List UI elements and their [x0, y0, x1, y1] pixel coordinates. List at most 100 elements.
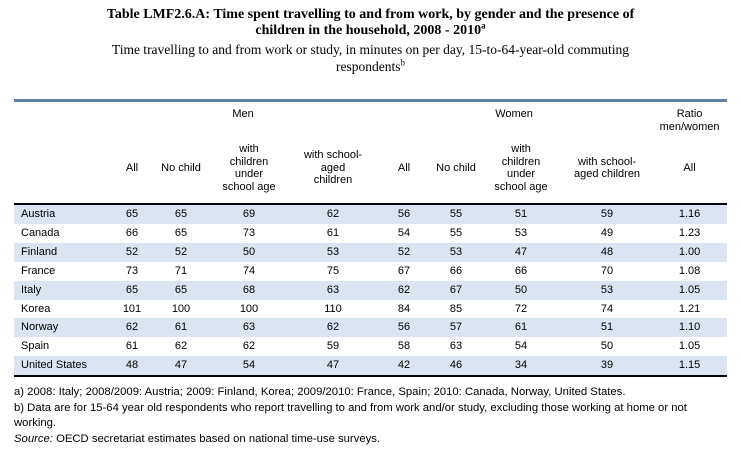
value-cell: 56 [397, 208, 411, 220]
value-cell: 1.23 [678, 226, 701, 239]
table-subtitle-line2: respondents [336, 59, 401, 74]
country-cell: Canada [21, 226, 60, 239]
table-title: Table LMF2.6.A: Time spent travelling to… [0, 0, 741, 39]
value-cell: 70 [600, 264, 614, 277]
country-cell: United States [14, 356, 110, 378]
value-cell: 52 [125, 245, 139, 258]
group-header-row: Men Women Ratio men/women [14, 101, 727, 134]
value-cell: 53 [600, 283, 614, 296]
value-cell: 66 [125, 226, 139, 239]
country-cell: Spain [21, 340, 50, 353]
value-cell: 66 [449, 264, 463, 277]
col-header-men-children-under-school-age: with children under school age [208, 133, 290, 205]
country-cell: France [21, 264, 56, 277]
value-cell: 71 [174, 264, 188, 277]
value-cell: 100 [239, 302, 259, 315]
value-cell: 1.15 [652, 356, 728, 378]
col-header-women-school-aged-children: with school-aged children [562, 133, 653, 205]
country-cell: Korea [21, 302, 51, 315]
value-cell: 39 [562, 356, 653, 378]
value-cell: 51 [514, 208, 528, 220]
table-row-italy: Italy 65 65 68 63 62 67 50 53 1.05 [14, 280, 728, 300]
country-cell: Austria [21, 208, 56, 220]
value-cell: 47 [514, 245, 528, 258]
value-cell: 34 [480, 356, 563, 378]
value-cell: 51 [600, 321, 614, 334]
value-cell: 65 [174, 226, 188, 239]
value-cell: 1.21 [678, 302, 701, 315]
value-cell: 65 [174, 283, 188, 296]
footnote-ref-a: a [481, 20, 486, 31]
value-cell: 84 [397, 302, 411, 315]
value-cell: 1.05 [678, 283, 701, 296]
value-cell: 1.08 [678, 264, 701, 277]
value-cell: 47 [154, 356, 208, 378]
col-header-men-no-child: No child [154, 133, 208, 205]
value-cell: 53 [514, 226, 528, 239]
group-header-men: Men [232, 108, 254, 120]
table-subtitle-line1: Time travelling to and from work or stud… [111, 42, 630, 57]
value-cell: 42 [376, 356, 433, 378]
value-cell: 75 [326, 264, 340, 277]
column-header-row: All No child with children under school … [14, 133, 728, 205]
table-row-united-states: United States 48 47 54 47 42 46 34 39 1.… [14, 356, 728, 378]
country-cell: Norway [21, 321, 59, 334]
value-cell: 47 [290, 356, 377, 378]
table-row-norway: Norway 62 61 63 62 56 57 61 51 1.10 [14, 318, 728, 338]
value-cell: 52 [397, 245, 411, 258]
footnote-ref-b: b [400, 57, 406, 68]
value-cell: 100 [171, 302, 191, 315]
table-row-canada: Canada 66 65 73 61 54 55 53 49 1.23 [14, 224, 727, 243]
data-table-container: Men Women Ratio men/women All No child w… [14, 99, 728, 378]
value-cell: 62 [174, 340, 188, 353]
value-cell: 1.05 [678, 340, 701, 353]
value-cell: 48 [110, 356, 154, 378]
country-cell: Finland [21, 245, 58, 258]
value-cell: 74 [600, 302, 614, 315]
value-cell: 85 [449, 302, 463, 315]
value-cell: 65 [125, 283, 139, 296]
footnotes: a) 2008: Italy; 2008/2009: Austria; 2009… [14, 385, 727, 447]
value-cell: 68 [242, 283, 256, 296]
data-table: Men Women Ratio men/women All No child w… [14, 99, 728, 378]
value-cell: 50 [242, 245, 256, 258]
value-cell: 53 [326, 245, 340, 258]
table-title-line1: Table LMF2.6.A: Time spent travelling to… [106, 7, 635, 22]
value-cell: 110 [324, 302, 342, 315]
value-cell: 69 [242, 208, 256, 220]
value-cell: 101 [122, 302, 142, 315]
table-subtitle: Time travelling to and from work or stud… [0, 41, 741, 75]
corner-cell [14, 133, 110, 205]
value-cell: 61 [125, 340, 139, 353]
source-note: Source: OECD secretariat estimates based… [14, 432, 727, 448]
value-cell: 54 [397, 226, 411, 239]
group-header-women: Women [495, 108, 533, 120]
col-header-men-school-aged-children: with school-aged children [290, 133, 377, 205]
value-cell: 61 [326, 226, 340, 239]
value-cell: 53 [449, 245, 463, 258]
value-cell: 1.10 [678, 321, 701, 334]
value-cell: 62 [326, 321, 340, 334]
value-cell: 62 [242, 340, 256, 353]
table-row-spain: Spain 61 62 62 59 58 63 54 50 1.05 [14, 337, 727, 356]
value-cell: 58 [397, 340, 411, 353]
table-row-austria: Austria 65 65 69 62 56 55 51 59 1.16 [14, 204, 728, 224]
value-cell: 66 [514, 264, 528, 277]
value-cell: 65 [174, 208, 188, 220]
col-header-women-children-under-school-age: with children under school age [480, 133, 563, 205]
value-cell: 52 [174, 245, 188, 258]
value-cell: 1.16 [678, 208, 701, 220]
footnote-a: a) 2008: Italy; 2008/2009: Austria; 2009… [14, 386, 626, 399]
value-cell: 55 [449, 226, 463, 239]
value-cell: 50 [514, 283, 528, 296]
table-row-korea: Korea 101 100 100 110 84 85 72 74 1.21 [14, 300, 727, 319]
corner-cell [14, 101, 110, 134]
value-cell: 46 [432, 356, 481, 378]
value-cell: 65 [125, 208, 139, 220]
value-cell: 63 [242, 321, 256, 334]
col-header-ratio-all: All [652, 133, 728, 205]
value-cell: 72 [514, 302, 528, 315]
value-cell: 63 [449, 340, 463, 353]
value-cell: 74 [242, 264, 256, 277]
